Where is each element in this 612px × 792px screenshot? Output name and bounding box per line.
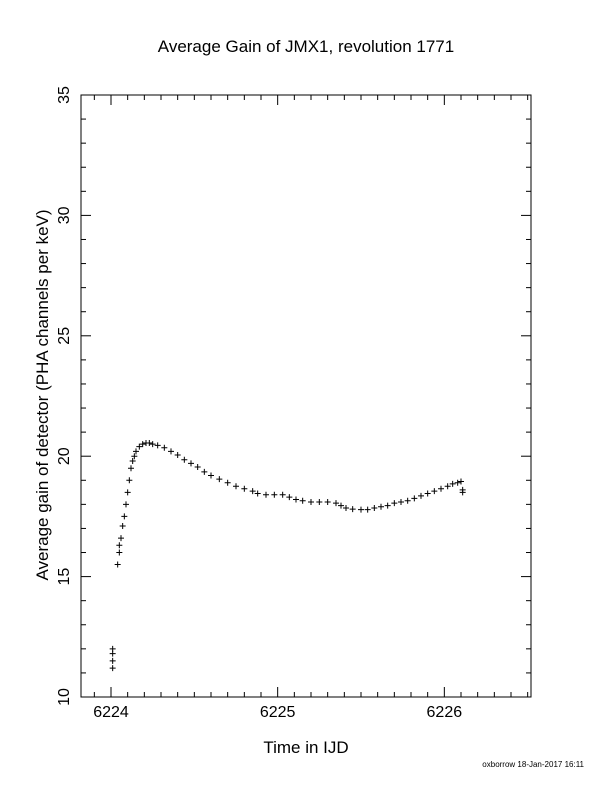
data-point bbox=[194, 464, 201, 471]
data-point bbox=[398, 498, 404, 505]
data-point bbox=[411, 495, 418, 502]
chart-title: Average Gain of JMX1, revolution 1771 bbox=[157, 37, 455, 56]
data-points bbox=[109, 439, 466, 672]
data-point bbox=[149, 441, 156, 448]
data-point bbox=[216, 476, 223, 483]
data-point bbox=[146, 439, 153, 446]
plot-frame bbox=[80, 94, 532, 698]
data-point bbox=[308, 498, 314, 505]
data-point bbox=[378, 503, 384, 510]
x-tick-label: 6225 bbox=[260, 704, 296, 721]
data-point bbox=[114, 561, 121, 568]
data-point bbox=[121, 513, 128, 520]
data-point bbox=[109, 665, 116, 672]
data-point bbox=[208, 472, 214, 479]
x-tick-label: 6224 bbox=[93, 704, 129, 721]
data-point bbox=[233, 483, 239, 490]
data-point bbox=[438, 485, 444, 492]
data-point bbox=[391, 500, 398, 507]
data-point bbox=[188, 460, 194, 467]
y-tick-label: 10 bbox=[56, 688, 73, 706]
data-point bbox=[154, 442, 161, 449]
data-point bbox=[333, 500, 339, 507]
y-axis-label: Average gain of detector (PHA channels p… bbox=[33, 209, 52, 581]
data-point bbox=[131, 453, 138, 460]
data-point bbox=[109, 657, 116, 664]
footer-stamp: oxborrow 18-Jan-2017 16:11 bbox=[482, 760, 584, 769]
data-point bbox=[116, 542, 123, 549]
data-point bbox=[201, 468, 208, 475]
data-point bbox=[271, 491, 278, 498]
data-point bbox=[263, 491, 269, 498]
data-point bbox=[458, 478, 464, 485]
data-point bbox=[384, 502, 391, 509]
data-point bbox=[449, 480, 456, 487]
data-point bbox=[161, 444, 168, 451]
y-tick-label: 20 bbox=[56, 447, 73, 465]
tick-labels: 6224 6225 6226 10 15 20 25 30 35 bbox=[56, 86, 462, 721]
x-axis-label: Time in IJD bbox=[263, 738, 349, 757]
data-point bbox=[181, 456, 188, 463]
data-point bbox=[418, 492, 424, 499]
data-point bbox=[279, 491, 286, 498]
data-point bbox=[254, 490, 261, 497]
data-point bbox=[133, 448, 139, 455]
data-point bbox=[459, 489, 466, 496]
data-point bbox=[241, 485, 248, 492]
data-point bbox=[174, 451, 181, 458]
data-point bbox=[249, 488, 256, 495]
data-point bbox=[118, 535, 124, 542]
y-tick-label: 15 bbox=[56, 568, 73, 586]
data-point bbox=[343, 504, 349, 511]
data-point bbox=[123, 501, 129, 508]
data-point bbox=[124, 489, 131, 496]
y-tick-label: 25 bbox=[56, 327, 73, 345]
data-point bbox=[299, 497, 306, 504]
data-point bbox=[338, 502, 344, 509]
data-point bbox=[364, 506, 371, 513]
data-point bbox=[119, 523, 126, 530]
data-point bbox=[168, 448, 174, 455]
data-point bbox=[129, 458, 136, 465]
data-point bbox=[116, 549, 123, 556]
data-point bbox=[128, 465, 134, 472]
data-point bbox=[224, 479, 231, 486]
axis-ticks bbox=[81, 94, 531, 698]
data-point bbox=[424, 490, 431, 497]
data-point bbox=[139, 441, 146, 448]
data-point bbox=[324, 498, 331, 505]
data-point bbox=[349, 506, 356, 513]
data-point bbox=[316, 498, 323, 505]
data-point bbox=[404, 497, 411, 504]
y-tick-label: 35 bbox=[56, 86, 73, 104]
data-point bbox=[136, 443, 143, 450]
data-point bbox=[444, 483, 451, 490]
data-point bbox=[454, 479, 461, 486]
data-point bbox=[126, 477, 133, 484]
data-point bbox=[286, 494, 293, 501]
data-point bbox=[371, 504, 378, 511]
data-point bbox=[358, 506, 364, 513]
data-point bbox=[293, 496, 299, 503]
data-point bbox=[109, 645, 116, 652]
data-point bbox=[431, 488, 438, 495]
x-tick-label: 6226 bbox=[427, 704, 463, 721]
y-tick-label: 30 bbox=[56, 206, 73, 224]
